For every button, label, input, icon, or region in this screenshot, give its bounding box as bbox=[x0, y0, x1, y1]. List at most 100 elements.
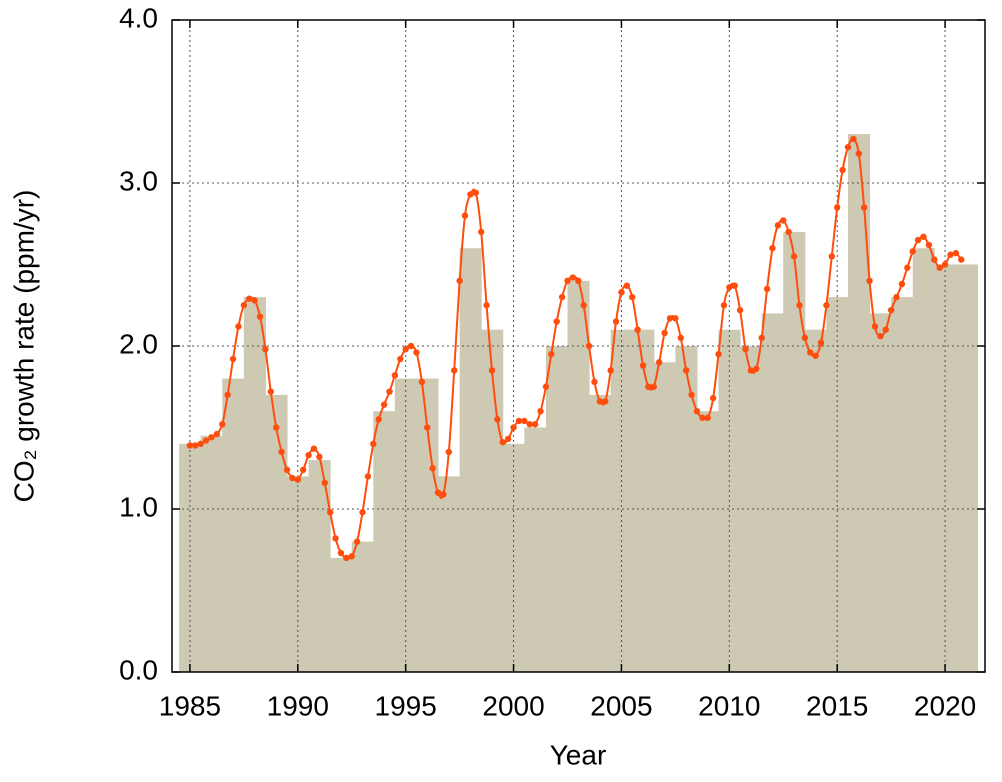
bar bbox=[179, 443, 202, 672]
point bbox=[197, 440, 204, 447]
bar bbox=[804, 329, 827, 672]
bar bbox=[653, 362, 676, 672]
point bbox=[580, 302, 587, 309]
y-tick-label: 1.0 bbox=[119, 491, 158, 522]
point bbox=[887, 306, 895, 314]
x-tick-label: 2005 bbox=[590, 690, 652, 721]
x-tick-label: 1990 bbox=[267, 690, 329, 721]
point bbox=[639, 362, 647, 369]
bar bbox=[330, 557, 353, 672]
bar bbox=[847, 134, 871, 673]
point bbox=[488, 367, 496, 374]
bar bbox=[740, 346, 763, 672]
point bbox=[461, 212, 469, 219]
x-axis-label: Year bbox=[550, 739, 607, 770]
point bbox=[445, 448, 453, 456]
bar bbox=[524, 427, 547, 672]
point bbox=[763, 285, 771, 293]
point bbox=[844, 143, 852, 151]
point bbox=[909, 248, 916, 255]
point bbox=[235, 323, 242, 330]
lines bbox=[186, 135, 965, 562]
point bbox=[731, 282, 738, 289]
point bbox=[477, 228, 485, 236]
bar bbox=[502, 443, 525, 672]
point bbox=[348, 553, 355, 560]
point bbox=[359, 509, 366, 516]
point bbox=[553, 318, 560, 325]
point bbox=[666, 315, 674, 322]
point bbox=[380, 401, 388, 408]
x-tick-label: 2020 bbox=[914, 690, 976, 721]
x-tick-label: 1995 bbox=[375, 690, 437, 721]
point bbox=[451, 367, 458, 374]
point bbox=[596, 398, 604, 405]
point bbox=[558, 293, 566, 301]
point bbox=[682, 367, 690, 374]
point bbox=[645, 383, 652, 390]
bar bbox=[589, 394, 612, 672]
point bbox=[677, 334, 684, 342]
point bbox=[548, 350, 555, 358]
point bbox=[931, 256, 938, 263]
point bbox=[947, 251, 954, 258]
point bbox=[246, 295, 253, 302]
point bbox=[440, 491, 447, 498]
bar bbox=[373, 411, 396, 672]
point bbox=[429, 465, 436, 472]
point bbox=[504, 435, 512, 443]
point bbox=[310, 445, 318, 452]
point bbox=[375, 416, 382, 423]
x-tick-label: 1985 bbox=[159, 690, 221, 721]
point bbox=[472, 189, 479, 196]
point bbox=[186, 442, 194, 449]
point bbox=[602, 398, 609, 405]
point bbox=[736, 306, 744, 314]
point bbox=[839, 166, 846, 174]
y-tick-label: 3.0 bbox=[119, 165, 158, 196]
point bbox=[958, 256, 965, 263]
point bbox=[213, 430, 221, 438]
point bbox=[699, 414, 706, 421]
point bbox=[866, 277, 873, 284]
bar bbox=[869, 313, 892, 672]
y-tick-label: 2.0 bbox=[119, 328, 158, 359]
bar bbox=[459, 248, 482, 672]
point bbox=[386, 388, 393, 395]
point bbox=[871, 323, 879, 330]
point bbox=[742, 346, 749, 353]
point bbox=[456, 277, 463, 284]
point bbox=[299, 466, 307, 474]
bar bbox=[696, 411, 720, 672]
point bbox=[747, 367, 755, 374]
point bbox=[240, 302, 248, 309]
x-tick-label: 2010 bbox=[698, 690, 760, 721]
bar bbox=[567, 280, 590, 672]
point bbox=[294, 476, 301, 483]
point bbox=[332, 535, 339, 542]
point bbox=[672, 315, 679, 322]
point bbox=[537, 408, 544, 415]
point bbox=[305, 452, 312, 459]
point bbox=[467, 191, 474, 198]
point bbox=[483, 302, 490, 309]
point bbox=[564, 277, 571, 284]
point bbox=[850, 135, 857, 143]
point bbox=[941, 261, 949, 268]
point bbox=[575, 277, 582, 284]
point bbox=[391, 372, 399, 379]
bar bbox=[934, 264, 957, 672]
point bbox=[704, 414, 711, 421]
bar bbox=[200, 435, 223, 672]
point bbox=[812, 352, 819, 359]
point bbox=[796, 302, 803, 309]
point bbox=[817, 339, 825, 346]
point bbox=[510, 424, 517, 431]
point bbox=[720, 302, 728, 309]
point bbox=[591, 378, 598, 386]
point bbox=[618, 289, 625, 296]
point bbox=[612, 318, 620, 325]
point bbox=[289, 474, 296, 482]
point bbox=[936, 264, 943, 271]
